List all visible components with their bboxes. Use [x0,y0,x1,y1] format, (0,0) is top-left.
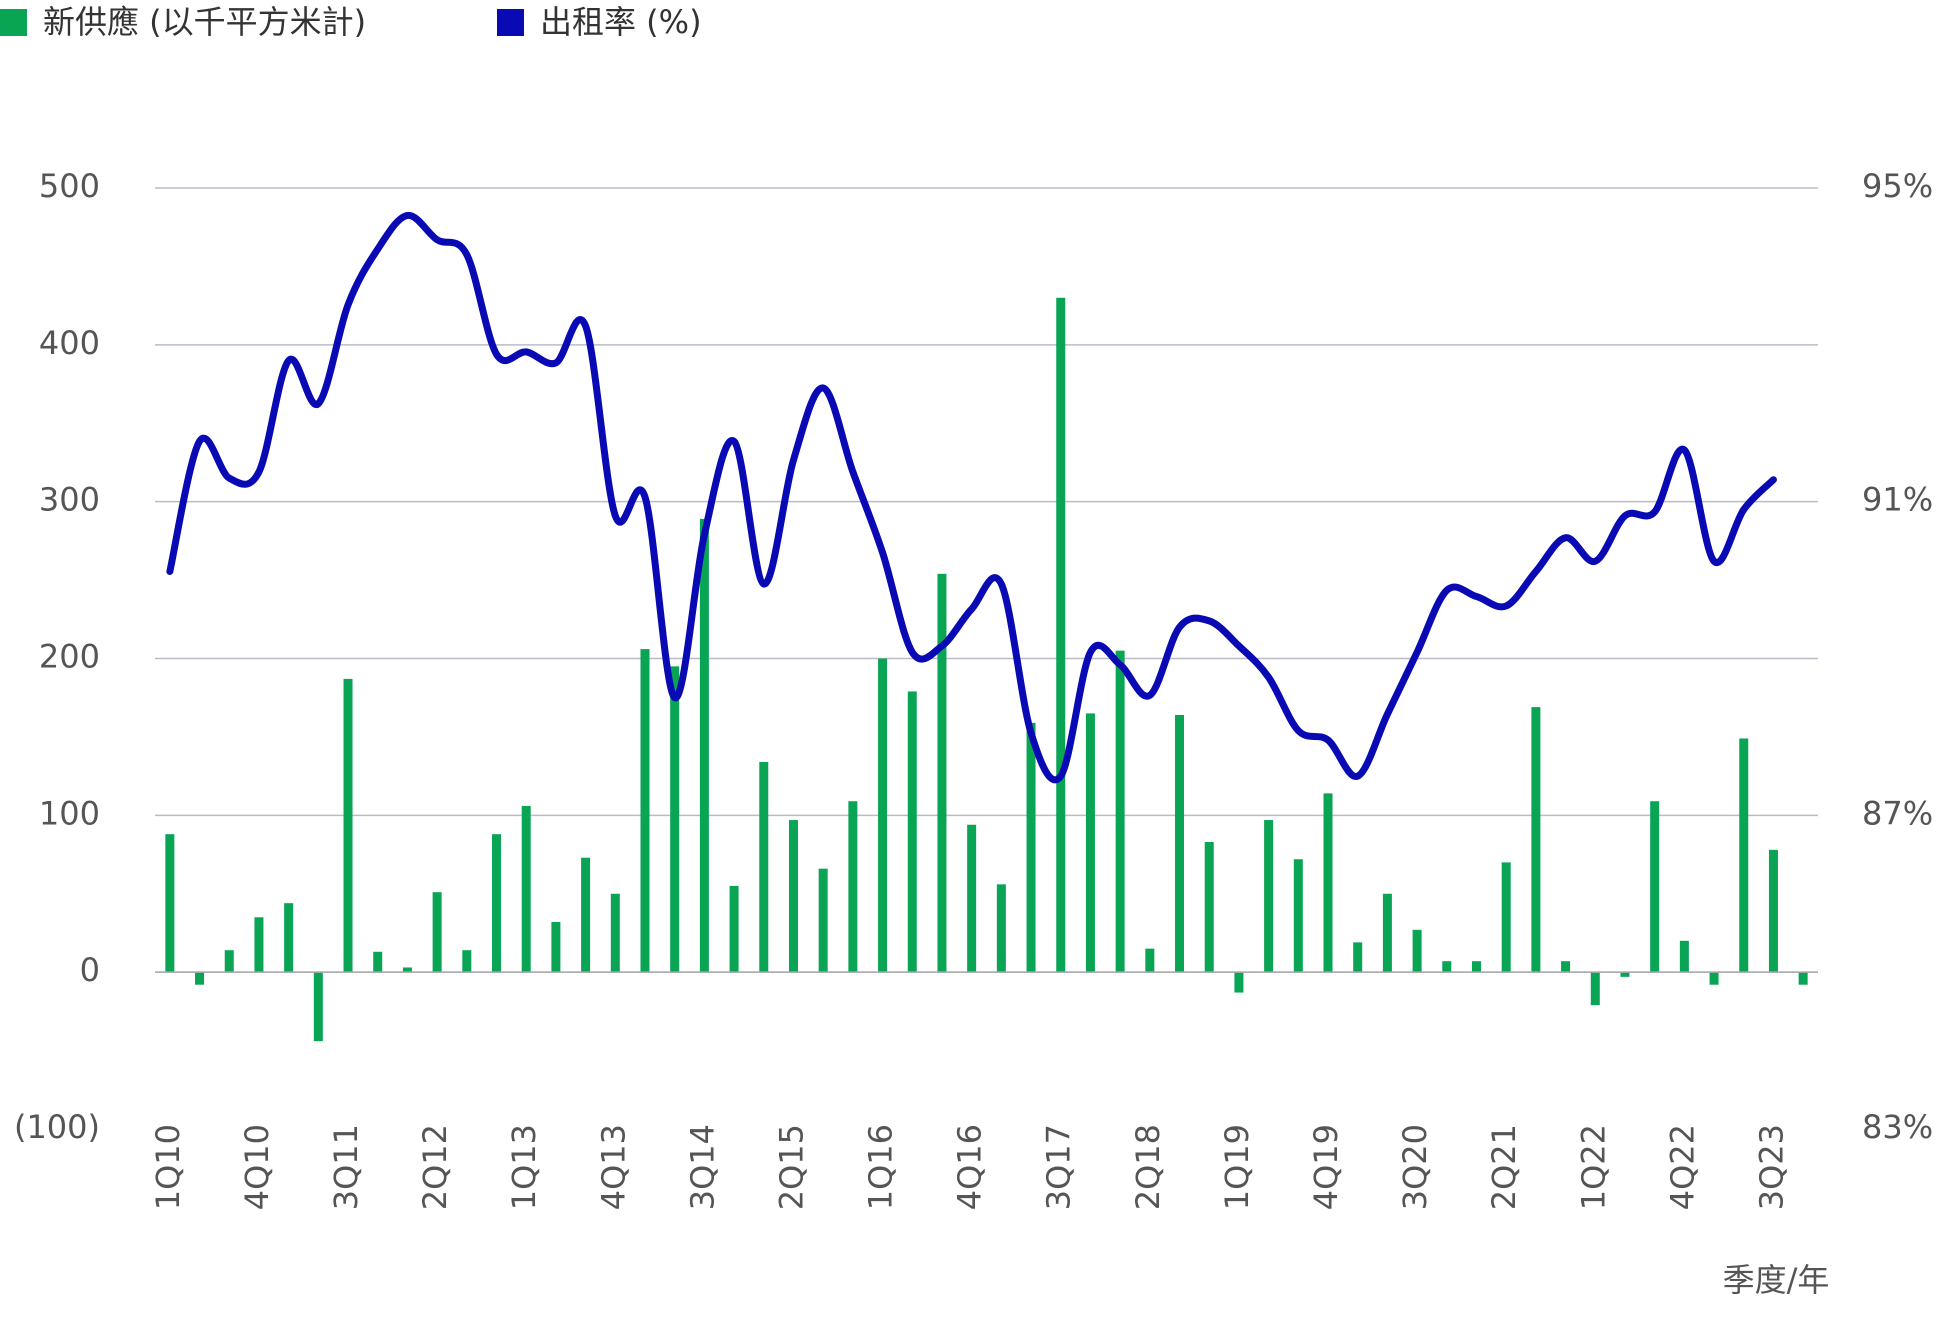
x-tick-label: 1Q22 [1574,1124,1612,1210]
x-tick-label: 3Q14 [683,1124,721,1210]
bar [313,972,323,1042]
bar [402,967,412,973]
bar [848,801,858,973]
bar [462,950,472,973]
bar [967,824,977,973]
bar [1085,713,1095,973]
bar [492,834,502,973]
bar [818,868,828,973]
bar [551,921,561,973]
bar [1353,942,1363,973]
x-tick-label: 2Q21 [1485,1124,1523,1210]
bar [254,917,264,973]
x-tick-label: 1Q16 [862,1124,900,1210]
bar [878,658,888,973]
bar [432,892,442,973]
bar [1204,841,1214,973]
bar [1679,940,1689,973]
bar [1056,297,1066,973]
x-tick-label: 3Q23 [1752,1124,1790,1210]
y2-tick-label: 87% [1862,794,1933,832]
bar [165,834,175,973]
x-tick-label: 1Q13 [505,1124,543,1210]
x-tick-label: 3Q11 [327,1124,365,1210]
y-tick-label: 400 [39,324,100,362]
bar [1739,738,1749,973]
bar [610,893,620,973]
legend-swatch [0,9,27,36]
bar [1561,961,1571,973]
bar [1709,972,1719,985]
bar [1175,714,1185,973]
x-axis-label: 季度/年 [1723,1261,1830,1299]
bar [1501,862,1511,973]
y-tick-label: (100) [14,1108,100,1146]
bar [640,649,650,973]
y-tick-label: 200 [39,638,100,676]
y-tick-label: 100 [39,794,100,832]
bar [759,762,769,973]
line [166,211,1777,784]
x-tick-label: 4Q19 [1307,1124,1345,1210]
bar [907,691,917,973]
legend-label: 出租率 (%) [540,3,702,41]
bar [1590,972,1600,1006]
x-tick-label: 1Q19 [1218,1124,1256,1210]
bar [1650,801,1660,973]
bar [343,678,353,973]
x-tick-label: 4Q16 [951,1124,989,1210]
x-tick-label: 4Q13 [594,1124,632,1210]
bar [1471,961,1481,973]
bar [1264,820,1274,973]
y-tick-label: 500 [39,167,100,205]
bar [521,805,531,973]
bar [195,972,205,985]
legend-swatch [497,9,524,36]
x-tick-label: 3Q17 [1040,1124,1078,1210]
bar [1798,972,1808,985]
bar [729,885,739,973]
x-tick-label: 2Q15 [772,1124,810,1210]
bar [699,518,709,973]
x-tick-label: 4Q22 [1663,1124,1701,1210]
bar [1442,961,1452,973]
bar [1234,972,1244,993]
legend-label: 新供應 (以千平方米計) [43,3,366,41]
bar [1115,650,1125,973]
x-tick-label: 2Q18 [1129,1124,1167,1210]
y-tick-label: 0 [80,951,100,989]
bar [284,903,294,973]
bar [1323,793,1333,973]
x-tick-label: 4Q10 [238,1124,276,1210]
bar [1531,707,1541,973]
bar [1145,948,1155,973]
bar [1768,849,1778,973]
bar [581,857,591,973]
bar [1026,722,1036,973]
y2-tick-label: 83% [1862,1108,1933,1146]
y2-tick-label: 95% [1862,167,1933,205]
bar [1620,972,1630,977]
bar [1412,929,1422,973]
legend: 新供應 (以千平方米計) 出租率 (%) [0,3,702,41]
x-tick-label: 1Q10 [149,1124,187,1210]
bar [937,573,947,973]
x-tick-label: 2Q12 [416,1124,454,1210]
bar [1382,893,1392,973]
y-tick-label: 300 [39,481,100,519]
x-tick-label: 3Q20 [1396,1124,1434,1210]
bar [224,950,234,973]
y2-tick-label: 91% [1862,481,1933,519]
bar [1293,859,1303,973]
bar [670,666,680,973]
bar [373,951,383,973]
bar [788,820,798,973]
bar [996,884,1006,973]
